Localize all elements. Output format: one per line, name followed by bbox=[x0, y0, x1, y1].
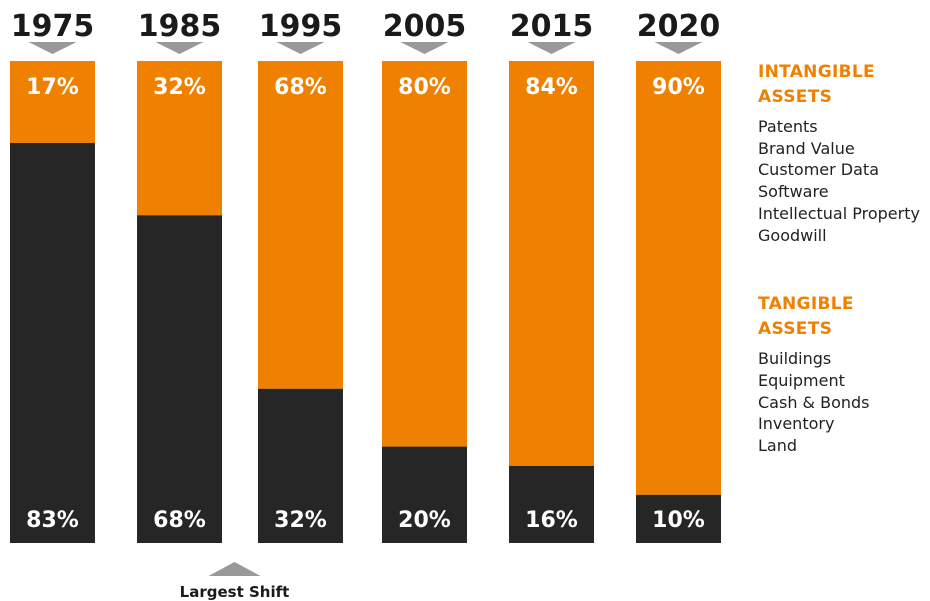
legend: INTANGIBLE ASSETS Patents Brand Value Cu… bbox=[758, 60, 930, 457]
down-arrow-icon bbox=[400, 42, 449, 54]
bar-segment-intangible bbox=[258, 61, 343, 389]
legend-item: Software bbox=[758, 182, 829, 202]
data-label-intangible: 84% bbox=[525, 75, 578, 100]
legend-item: Customer Data bbox=[758, 160, 880, 180]
data-label-intangible: 32% bbox=[153, 75, 206, 100]
legend-item: Land bbox=[758, 436, 798, 456]
legend-title-intangible: INTANGIBLE ASSETS bbox=[758, 62, 875, 107]
year-label: 1975 bbox=[11, 9, 95, 44]
legend-item: Patents bbox=[758, 117, 818, 136]
bar-segment-tangible bbox=[509, 465, 594, 543]
year-label: 2005 bbox=[383, 9, 467, 44]
legend-tangible: TANGIBLE ASSETS Buildings Equipment Cash… bbox=[758, 292, 930, 457]
data-label-tangible: 32% bbox=[274, 508, 327, 533]
down-arrow-icon bbox=[28, 42, 77, 54]
legend-item: Equipment bbox=[758, 370, 845, 390]
down-arrow-icon bbox=[654, 42, 703, 54]
legend-item: Goodwill bbox=[758, 225, 827, 245]
annotation-label: Largest Shift bbox=[180, 583, 290, 601]
legend-list-intangible: Patents Brand Value Customer Data Softwa… bbox=[758, 116, 930, 246]
up-arrow-icon bbox=[208, 562, 261, 576]
data-label-tangible: 16% bbox=[525, 508, 578, 533]
data-label-tangible: 83% bbox=[26, 508, 79, 533]
bar-segment-intangible bbox=[10, 61, 95, 143]
down-arrow-icon bbox=[527, 42, 576, 54]
legend-intangible: INTANGIBLE ASSETS Patents Brand Value Cu… bbox=[758, 60, 930, 246]
legend-item: Intellectual Property bbox=[758, 203, 920, 223]
data-label-intangible: 80% bbox=[398, 75, 451, 100]
year-label: 2020 bbox=[637, 9, 721, 44]
bar-segment-intangible bbox=[137, 61, 222, 216]
legend-list-tangible: Buildings Equipment Cash & Bonds Invento… bbox=[758, 348, 930, 457]
year-label: 2015 bbox=[510, 9, 594, 44]
year-label: 1985 bbox=[138, 9, 222, 44]
legend-item: Cash & Bonds bbox=[758, 392, 870, 412]
data-label-intangible: 90% bbox=[652, 75, 705, 100]
bar-segment-tangible bbox=[636, 494, 721, 543]
stacked-bar-chart: 1975 17% 83% 1985 32% 68% 1995 68% 32% 2005 80% 20%… bbox=[10, 9, 721, 601]
data-label-tangible: 10% bbox=[652, 508, 705, 533]
legend-item: Buildings bbox=[758, 349, 832, 369]
bar-segment-tangible bbox=[137, 215, 222, 544]
data-label-tangible: 68% bbox=[153, 508, 206, 533]
bar-segment-intangible bbox=[509, 61, 594, 466]
bar-segment-intangible bbox=[382, 61, 467, 447]
down-arrow-icon bbox=[276, 42, 325, 54]
legend-item: Brand Value bbox=[758, 138, 855, 158]
bar-segment-tangible bbox=[382, 446, 467, 543]
bar-segment-intangible bbox=[636, 61, 721, 495]
data-label-intangible: 68% bbox=[274, 75, 327, 100]
data-label-intangible: 17% bbox=[26, 75, 79, 100]
legend-title-tangible: TANGIBLE ASSETS bbox=[758, 294, 854, 340]
legend-item: Inventory bbox=[758, 414, 835, 434]
data-label-tangible: 20% bbox=[398, 508, 451, 533]
down-arrow-icon bbox=[155, 42, 204, 54]
year-label: 1995 bbox=[259, 9, 343, 44]
bar-segment-tangible bbox=[258, 388, 343, 543]
bar-segment-tangible bbox=[10, 142, 95, 543]
